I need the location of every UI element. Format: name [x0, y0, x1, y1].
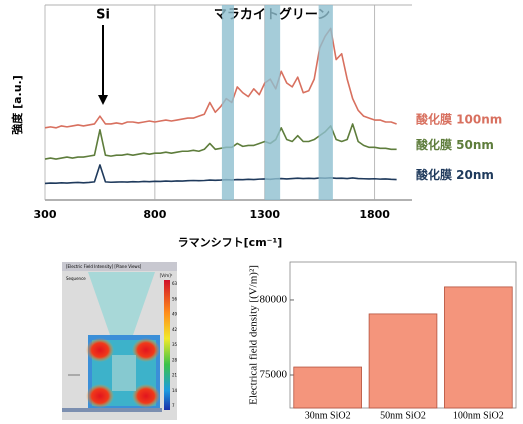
- hot-spot: [132, 384, 160, 408]
- bar: [444, 287, 512, 408]
- x-tick-label: 50nm SiO2: [380, 410, 426, 421]
- bar: [294, 367, 362, 408]
- spectrum-line: [45, 165, 397, 184]
- colorbar-label: 56: [172, 296, 178, 301]
- y-axis-label: 強度 [a.u.]: [10, 75, 24, 135]
- y-axis-label: Electrical field density [(V/m)²]: [248, 265, 260, 405]
- hot-spot: [86, 384, 114, 408]
- x-tick-label: 1300: [249, 208, 280, 221]
- substrate: [62, 408, 162, 412]
- colorbar-label: 63: [172, 281, 178, 286]
- x-tick-label: 30nm SiO2: [305, 410, 351, 421]
- y-tick-label: 80000: [260, 293, 288, 305]
- bar: [369, 314, 437, 408]
- x-tick-label: 800: [143, 208, 166, 221]
- sim-sequence: Sequence: [66, 276, 86, 281]
- simulation-image: [Electric Field Intensity] [Plane Views]…: [62, 262, 178, 420]
- y-tick-label: 75000: [260, 369, 288, 381]
- series-label: 酸化膜 50nm: [416, 137, 494, 152]
- spectrum-line: [45, 124, 397, 159]
- highlight-band: [319, 5, 333, 200]
- figure: 強度 [a.u.] ラマンシフト[cm⁻¹] Si マラカイトグリーン [Ele…: [0, 0, 523, 424]
- highlight-band: [222, 5, 234, 200]
- hot-spot: [132, 338, 160, 362]
- si-annotation: Si: [96, 8, 110, 23]
- x-tick-label: 1800: [359, 208, 390, 221]
- series-label: 酸化膜 20nm: [416, 167, 494, 182]
- colorbar-label: 28: [172, 357, 178, 362]
- colorbar-label: 42: [172, 327, 178, 332]
- colorbar-label: 14: [172, 388, 178, 393]
- colorbar-label: 21: [172, 373, 178, 378]
- highlight-band: [265, 5, 280, 200]
- colorbar: [164, 280, 170, 410]
- colorbar-label: 49: [172, 312, 178, 317]
- particle: [112, 355, 136, 391]
- x-axis-label: ラマンシフト[cm⁻¹]: [178, 236, 283, 249]
- series-label: 酸化膜 100nm: [416, 111, 502, 126]
- colorbar-unit: [V/m]²: [160, 273, 173, 278]
- hot-spot: [86, 338, 114, 362]
- si-arrowhead: [98, 95, 108, 105]
- colorbar-label: 35: [172, 342, 178, 347]
- spectrum-line: [45, 28, 397, 127]
- x-tick-label: 100nm SiO2: [453, 410, 504, 421]
- sim-header: [Electric Field Intensity] [Plane Views]: [66, 264, 142, 269]
- x-tick-label: 300: [34, 208, 57, 221]
